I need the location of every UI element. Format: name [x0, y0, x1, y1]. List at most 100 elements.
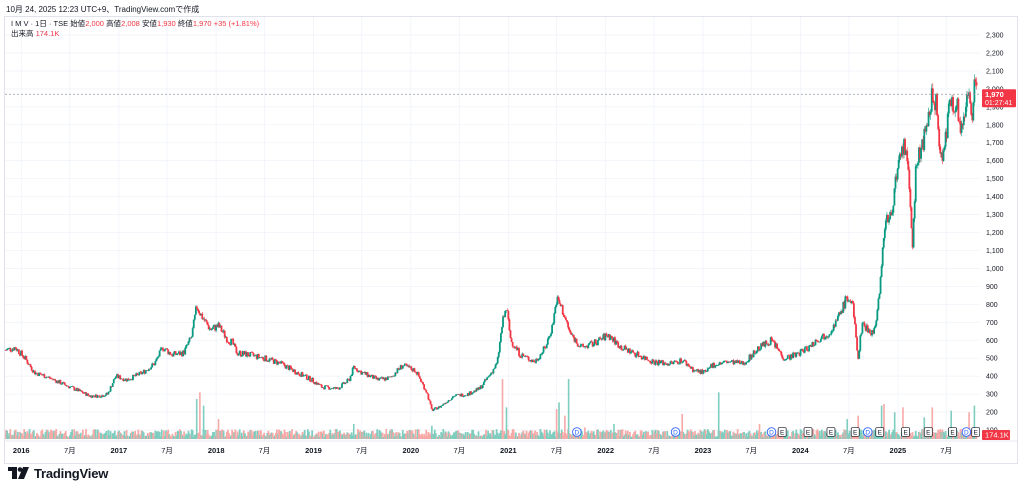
candle-body: [900, 146, 903, 157]
volume-bar: [812, 429, 815, 439]
price-axis[interactable]: 1002003004005006007008009001,0001,1001,2…: [980, 17, 1017, 463]
volume-bar: [241, 436, 244, 439]
volume-bar: [680, 431, 683, 439]
volume-bar: [534, 430, 536, 439]
chart-frame[interactable]: I M V · 1日 · TSE 始値2,000 高値2,008 安値1,930…: [4, 16, 1018, 464]
candle-body: [214, 325, 216, 331]
volume-bar: [407, 433, 410, 439]
volume-bar: [797, 434, 800, 439]
volume-bar: [455, 430, 458, 439]
y-tick-label: 500: [986, 356, 998, 363]
volume-bar: [744, 435, 747, 439]
candle-body: [296, 372, 299, 375]
candle-body: [280, 360, 283, 364]
volume-bar: [549, 430, 551, 439]
volume-bar: [17, 436, 20, 439]
volume-bar: [539, 429, 542, 439]
volume-bar: [605, 430, 608, 439]
volume-bar: [445, 432, 448, 439]
candle-body: [61, 382, 64, 385]
volume-bar: [133, 434, 135, 439]
candle-body: [775, 343, 777, 348]
tradingview-logo[interactable]: TradingView: [8, 464, 108, 482]
volume-bar: [224, 436, 227, 439]
candle-body: [492, 369, 495, 374]
candle-body: [30, 366, 33, 371]
candle-body: [805, 346, 807, 348]
volume-bar: [606, 430, 609, 439]
time-axis[interactable]: 2016 7月 2017 7月 2018 7月 2019 7月 2020 7月 2021 7月 2022…: [5, 440, 1017, 455]
volume-bar: [514, 432, 517, 439]
volume-bar: [640, 430, 643, 439]
earnings-event-icon: E: [875, 427, 885, 437]
volume-bar: [687, 431, 690, 439]
candle-body: [561, 305, 564, 315]
volume-bar: [585, 432, 588, 439]
volume-bar: [223, 436, 226, 439]
volume-bar: [163, 430, 165, 439]
candle-body: [782, 358, 785, 361]
candle-body: [239, 351, 242, 357]
volume-bar: [347, 433, 350, 439]
volume-bar: [653, 431, 656, 439]
volume-bar: [390, 429, 392, 439]
candle-body: [308, 376, 310, 380]
candle-body: [953, 111, 956, 113]
earnings-event-icon: E: [948, 427, 957, 437]
candle-body: [125, 378, 128, 382]
volume-bar: [153, 436, 156, 439]
candle-body: [916, 162, 919, 166]
candle-body: [398, 369, 401, 370]
y-tick-label: 300: [986, 392, 998, 399]
volume-bar: [206, 430, 209, 439]
candle-body: [356, 368, 358, 372]
candle-body: [305, 374, 308, 380]
candle-body: [918, 147, 920, 163]
volume-bar: [221, 429, 224, 439]
event-letter: D: [865, 430, 870, 437]
candle-body: [29, 364, 32, 367]
symbol-label[interactable]: I M V · 1日 · TSE: [11, 19, 69, 28]
volume-bar: [225, 431, 228, 439]
volume-bar: [156, 431, 159, 439]
candle-body: [375, 376, 378, 379]
volume-bar: [444, 431, 447, 439]
candle-body: [213, 325, 215, 328]
volume-bar: [65, 436, 68, 439]
volume-bar: [826, 434, 829, 439]
candle-body: [69, 386, 71, 389]
candle-body: [54, 379, 57, 381]
candle-body: [440, 405, 443, 408]
candle-body: [731, 360, 734, 362]
volume-bar: [141, 430, 144, 439]
candle-body: [521, 353, 524, 358]
candle-body: [752, 350, 755, 358]
volume-bar: [730, 435, 733, 439]
volume-bar: [460, 433, 463, 439]
candle-body: [831, 330, 834, 332]
candle-body: [220, 325, 223, 332]
candle-body: [446, 401, 449, 403]
candle-body: [264, 355, 267, 362]
candle-body: [247, 352, 250, 356]
x-tick-label: 2022: [597, 446, 614, 455]
candle-body: [463, 395, 466, 397]
candle-body: [542, 346, 545, 353]
volume-bar: [498, 433, 501, 439]
volume-bar: [963, 435, 966, 439]
candle-body: [437, 408, 439, 410]
candle-body: [572, 334, 575, 338]
volume-bar: [453, 432, 455, 439]
candle-body: [760, 343, 763, 350]
candle-body: [402, 365, 405, 367]
volume-bar: [79, 432, 82, 439]
candle-body: [55, 380, 58, 383]
volume-bar: [702, 431, 705, 439]
volume-bar: [738, 433, 741, 439]
candle-body: [110, 386, 113, 387]
candle-body: [479, 385, 482, 390]
volume-spike-bar: [195, 399, 198, 439]
close-value: 1,970: [192, 19, 212, 28]
